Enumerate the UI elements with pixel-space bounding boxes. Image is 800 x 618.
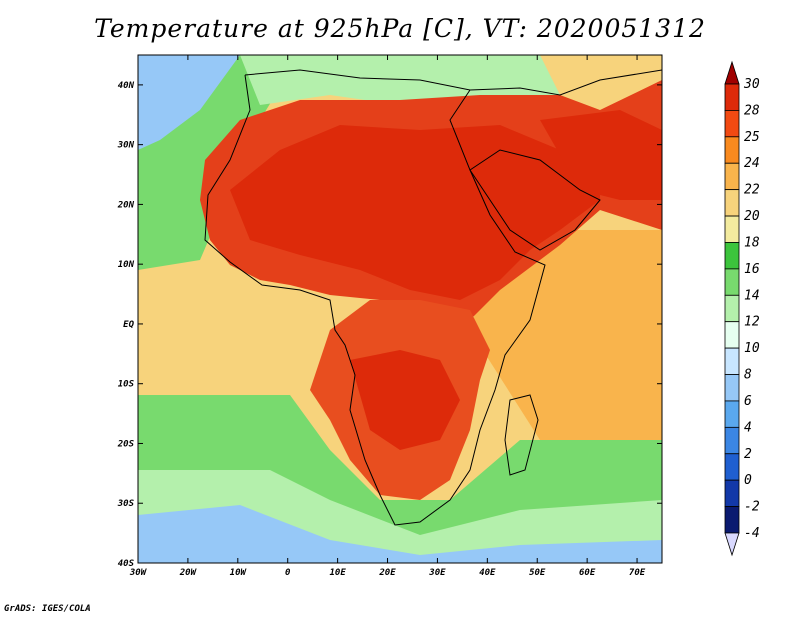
colorbar-bottom-arrow bbox=[724, 532, 740, 557]
colorbar-label: 18 bbox=[744, 235, 760, 250]
colorbar-swatch bbox=[724, 83, 740, 111]
lon-tick-label: 0 bbox=[285, 568, 291, 578]
colorbar-label: 2 bbox=[744, 447, 752, 462]
colorbar-label: 30 bbox=[743, 77, 760, 92]
colorbar-swatch bbox=[724, 162, 740, 191]
longitude-axis: 30W 20W 10W 0 10E 20E 30E 40E 50E 60E 70E bbox=[129, 55, 646, 578]
region-southern-ocean-blue bbox=[138, 505, 662, 563]
madagascar-outline bbox=[504, 394, 539, 476]
lon-tick-label: 60E bbox=[579, 568, 596, 578]
coastlines bbox=[204, 69, 662, 526]
lon-tick-label: 30W bbox=[129, 568, 148, 578]
colorbar-swatch bbox=[724, 110, 740, 138]
region-sahara-core bbox=[230, 125, 600, 300]
lon-tick-label: 10E bbox=[329, 568, 346, 578]
colorbar-label: 22 bbox=[744, 183, 760, 198]
region-arabia-hot bbox=[540, 110, 662, 200]
plot-border bbox=[137, 54, 663, 564]
region-mediterranean bbox=[240, 55, 560, 105]
colorbar-swatch bbox=[724, 453, 740, 481]
colorbar-label: 28 bbox=[744, 103, 760, 118]
colorbar-label: 14 bbox=[744, 288, 760, 303]
lat-tick-label: 30N bbox=[117, 141, 135, 151]
map-title: Temperature at 925hPa [C], VT: 202005131… bbox=[94, 14, 706, 43]
colorbar-label: 10 bbox=[744, 341, 760, 356]
colorbar-swatch bbox=[724, 268, 740, 296]
colorbar-swatch bbox=[724, 400, 740, 428]
colorbar-swatch bbox=[724, 215, 740, 243]
colorbar-label: -4 bbox=[744, 526, 760, 541]
lon-tick-label: 10W bbox=[230, 568, 248, 578]
lon-tick-label: 40E bbox=[479, 568, 496, 578]
lat-tick-label: EQ bbox=[123, 320, 134, 330]
lat-tick-label: 20N bbox=[117, 200, 135, 210]
lat-tick-label: 10N bbox=[118, 260, 135, 270]
colorbar-swatch bbox=[724, 506, 740, 534]
colorbar-swatch bbox=[724, 347, 740, 375]
colorbar-label: 8 bbox=[744, 368, 752, 383]
lon-tick-label: 30E bbox=[428, 568, 446, 578]
lon-tick-label: 70E bbox=[629, 568, 646, 578]
colorbar-label: 16 bbox=[744, 262, 760, 277]
lat-tick-label: 30S bbox=[117, 499, 135, 509]
colorbar-swatch bbox=[724, 321, 740, 349]
colorbar-swatch bbox=[724, 294, 740, 323]
credit-text: GrADS: IGES/COLA bbox=[4, 604, 91, 614]
lon-tick-label: 50E bbox=[529, 568, 546, 578]
colorbar-label: 20 bbox=[744, 209, 760, 224]
region-southern-core bbox=[350, 350, 460, 450]
colorbar-label: 25 bbox=[744, 130, 760, 145]
region-indian-tropical bbox=[470, 230, 662, 440]
colorbar-swatch bbox=[724, 479, 740, 507]
africa-coastline bbox=[204, 69, 662, 526]
arabia-outline bbox=[469, 149, 601, 251]
colorbar-label: 24 bbox=[744, 156, 760, 171]
colorbar-top-arrow bbox=[724, 60, 740, 85]
lat-tick-label: 20S bbox=[117, 439, 135, 449]
colorbar-label: -2 bbox=[744, 500, 760, 515]
colorbar-swatch bbox=[724, 136, 740, 164]
colorbar-label: 12 bbox=[744, 315, 760, 330]
temperature-field bbox=[138, 55, 662, 563]
latitude-axis: 40N 30N 20N 10N EQ 10S 20S 30S 40S bbox=[117, 81, 662, 569]
lat-tick-label: 40S bbox=[118, 559, 135, 569]
colorbar-swatch bbox=[724, 242, 740, 270]
lat-tick-label: 40N bbox=[118, 81, 135, 91]
colorbar-label: 4 bbox=[744, 420, 752, 435]
lon-tick-label: 20E bbox=[378, 568, 396, 578]
colorbar-swatch bbox=[724, 426, 740, 455]
lon-tick-label: 20W bbox=[179, 568, 198, 578]
colorbar-swatch bbox=[724, 374, 740, 402]
lat-tick-label: 10S bbox=[118, 380, 135, 390]
colorbar-swatch bbox=[724, 189, 740, 217]
region-north-atlantic-blue bbox=[138, 55, 240, 150]
colorbar-label: 6 bbox=[744, 394, 752, 409]
colorbar-label: 0 bbox=[744, 473, 752, 488]
